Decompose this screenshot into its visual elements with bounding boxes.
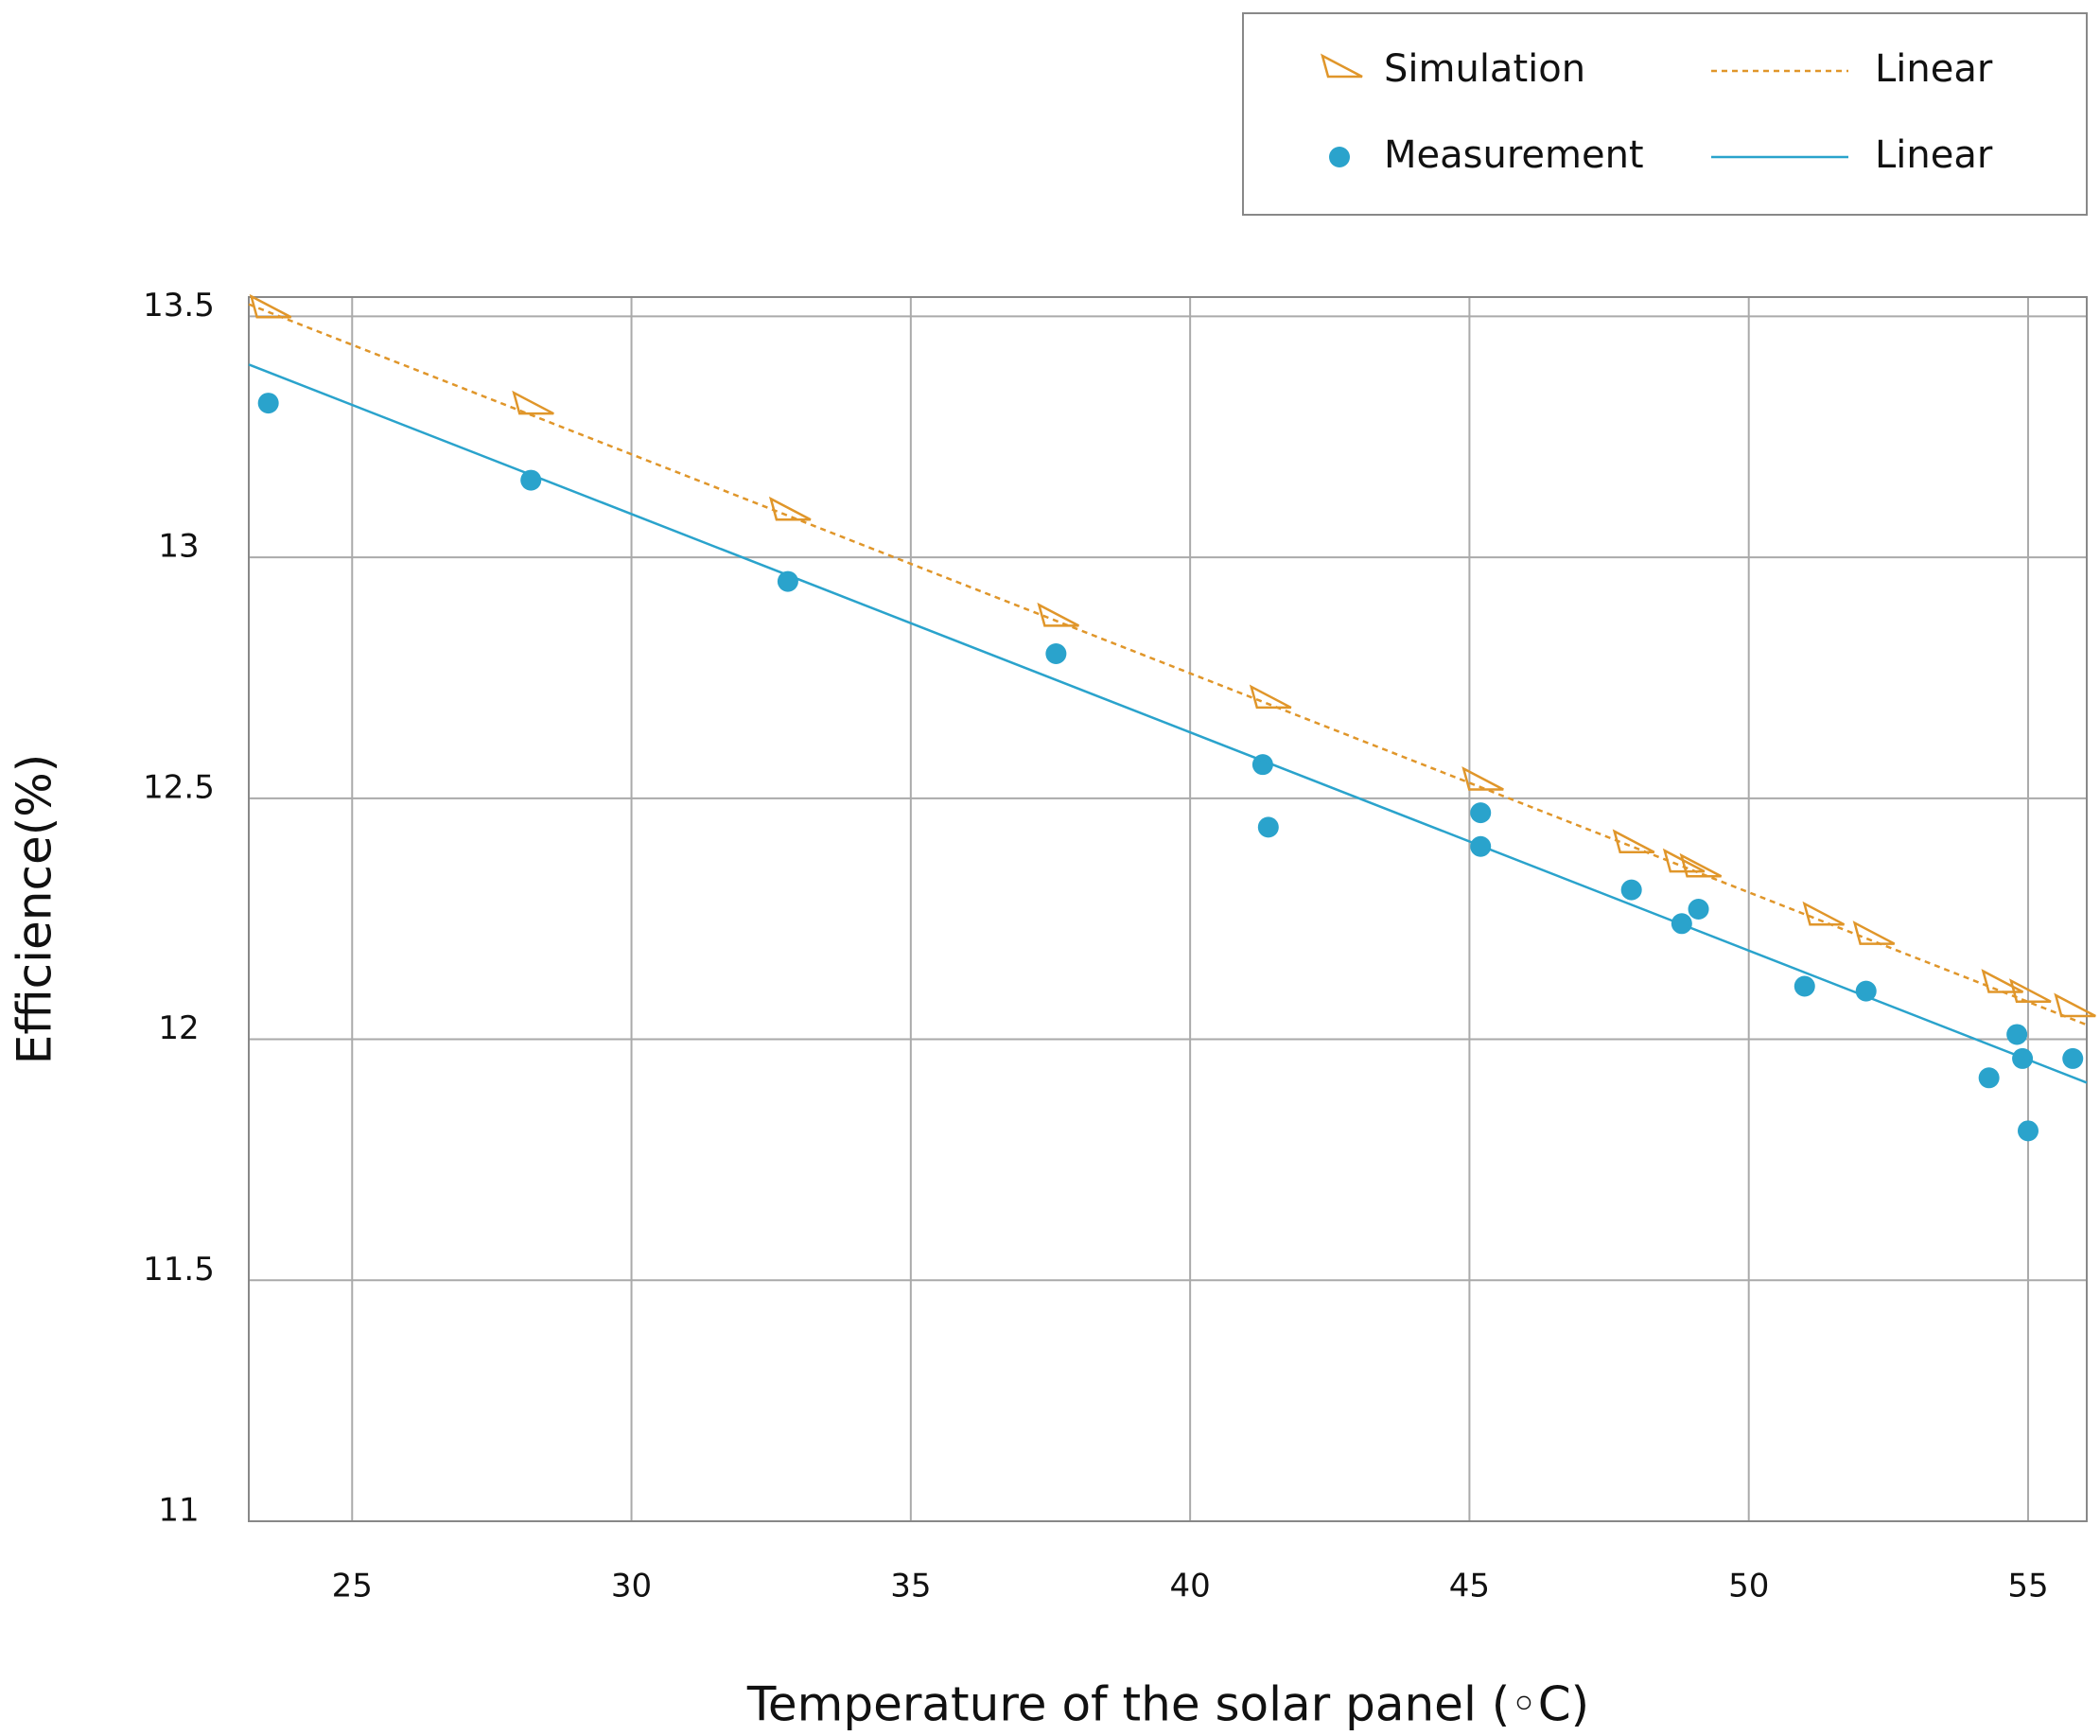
y-tick-label: 11 (158, 1492, 199, 1530)
marker (1688, 899, 1709, 920)
marker (249, 293, 292, 319)
marker (2017, 1120, 2039, 1142)
legend-label: Measurement (1384, 133, 1644, 177)
marker (2062, 1047, 2084, 1069)
x-tick-label: 40 (1169, 1568, 1210, 1605)
legend-label: Linear (1875, 47, 1993, 91)
marker (1045, 642, 1067, 664)
marker (2054, 992, 2096, 1018)
legend-label: Linear (1875, 133, 1993, 177)
marker (1855, 980, 1877, 1002)
marker (1037, 602, 1079, 627)
marker (1978, 1067, 2000, 1089)
legend-label: Simulation (1384, 47, 1585, 91)
x-tick-label: 35 (890, 1568, 931, 1605)
marker (1620, 879, 1642, 901)
marker (2009, 978, 2052, 1003)
marker (520, 469, 542, 491)
trend-line (248, 363, 2088, 1084)
marker (1852, 921, 1896, 945)
marker (1802, 901, 1846, 926)
y-tick-label: 12 (158, 1009, 199, 1047)
marker (1794, 975, 1815, 997)
marker (768, 496, 812, 521)
legend-marker (1321, 53, 1363, 79)
marker (1257, 816, 1279, 838)
marker (512, 390, 554, 415)
plot-border (248, 296, 2088, 1522)
trend-line (248, 303, 2088, 1026)
marker (1981, 969, 2024, 993)
legend-marker (1329, 147, 1350, 167)
marker (2006, 1024, 2028, 1045)
y-tick-label: 13.5 (143, 287, 215, 324)
legend-box (1242, 12, 2088, 216)
marker (257, 393, 279, 414)
marker (1461, 766, 1504, 791)
x-tick-label: 45 (1449, 1568, 1490, 1605)
marker (1470, 802, 1492, 824)
y-tick-label: 13 (158, 528, 199, 566)
x-tick-label: 50 (1728, 1568, 1769, 1605)
y-axis-title: Efficience(%) (8, 754, 62, 1065)
x-tick-label: 55 (2007, 1568, 2048, 1605)
y-tick-label: 12.5 (143, 768, 215, 806)
marker (1249, 684, 1292, 710)
x-tick-label: 30 (611, 1568, 652, 1605)
marker (1679, 852, 1723, 878)
y-tick-label: 11.5 (143, 1251, 215, 1289)
x-tick-label: 25 (332, 1568, 373, 1605)
x-axis-title: Temperature of the solar panel (◦C) (746, 1677, 1589, 1732)
marker (1612, 829, 1655, 854)
